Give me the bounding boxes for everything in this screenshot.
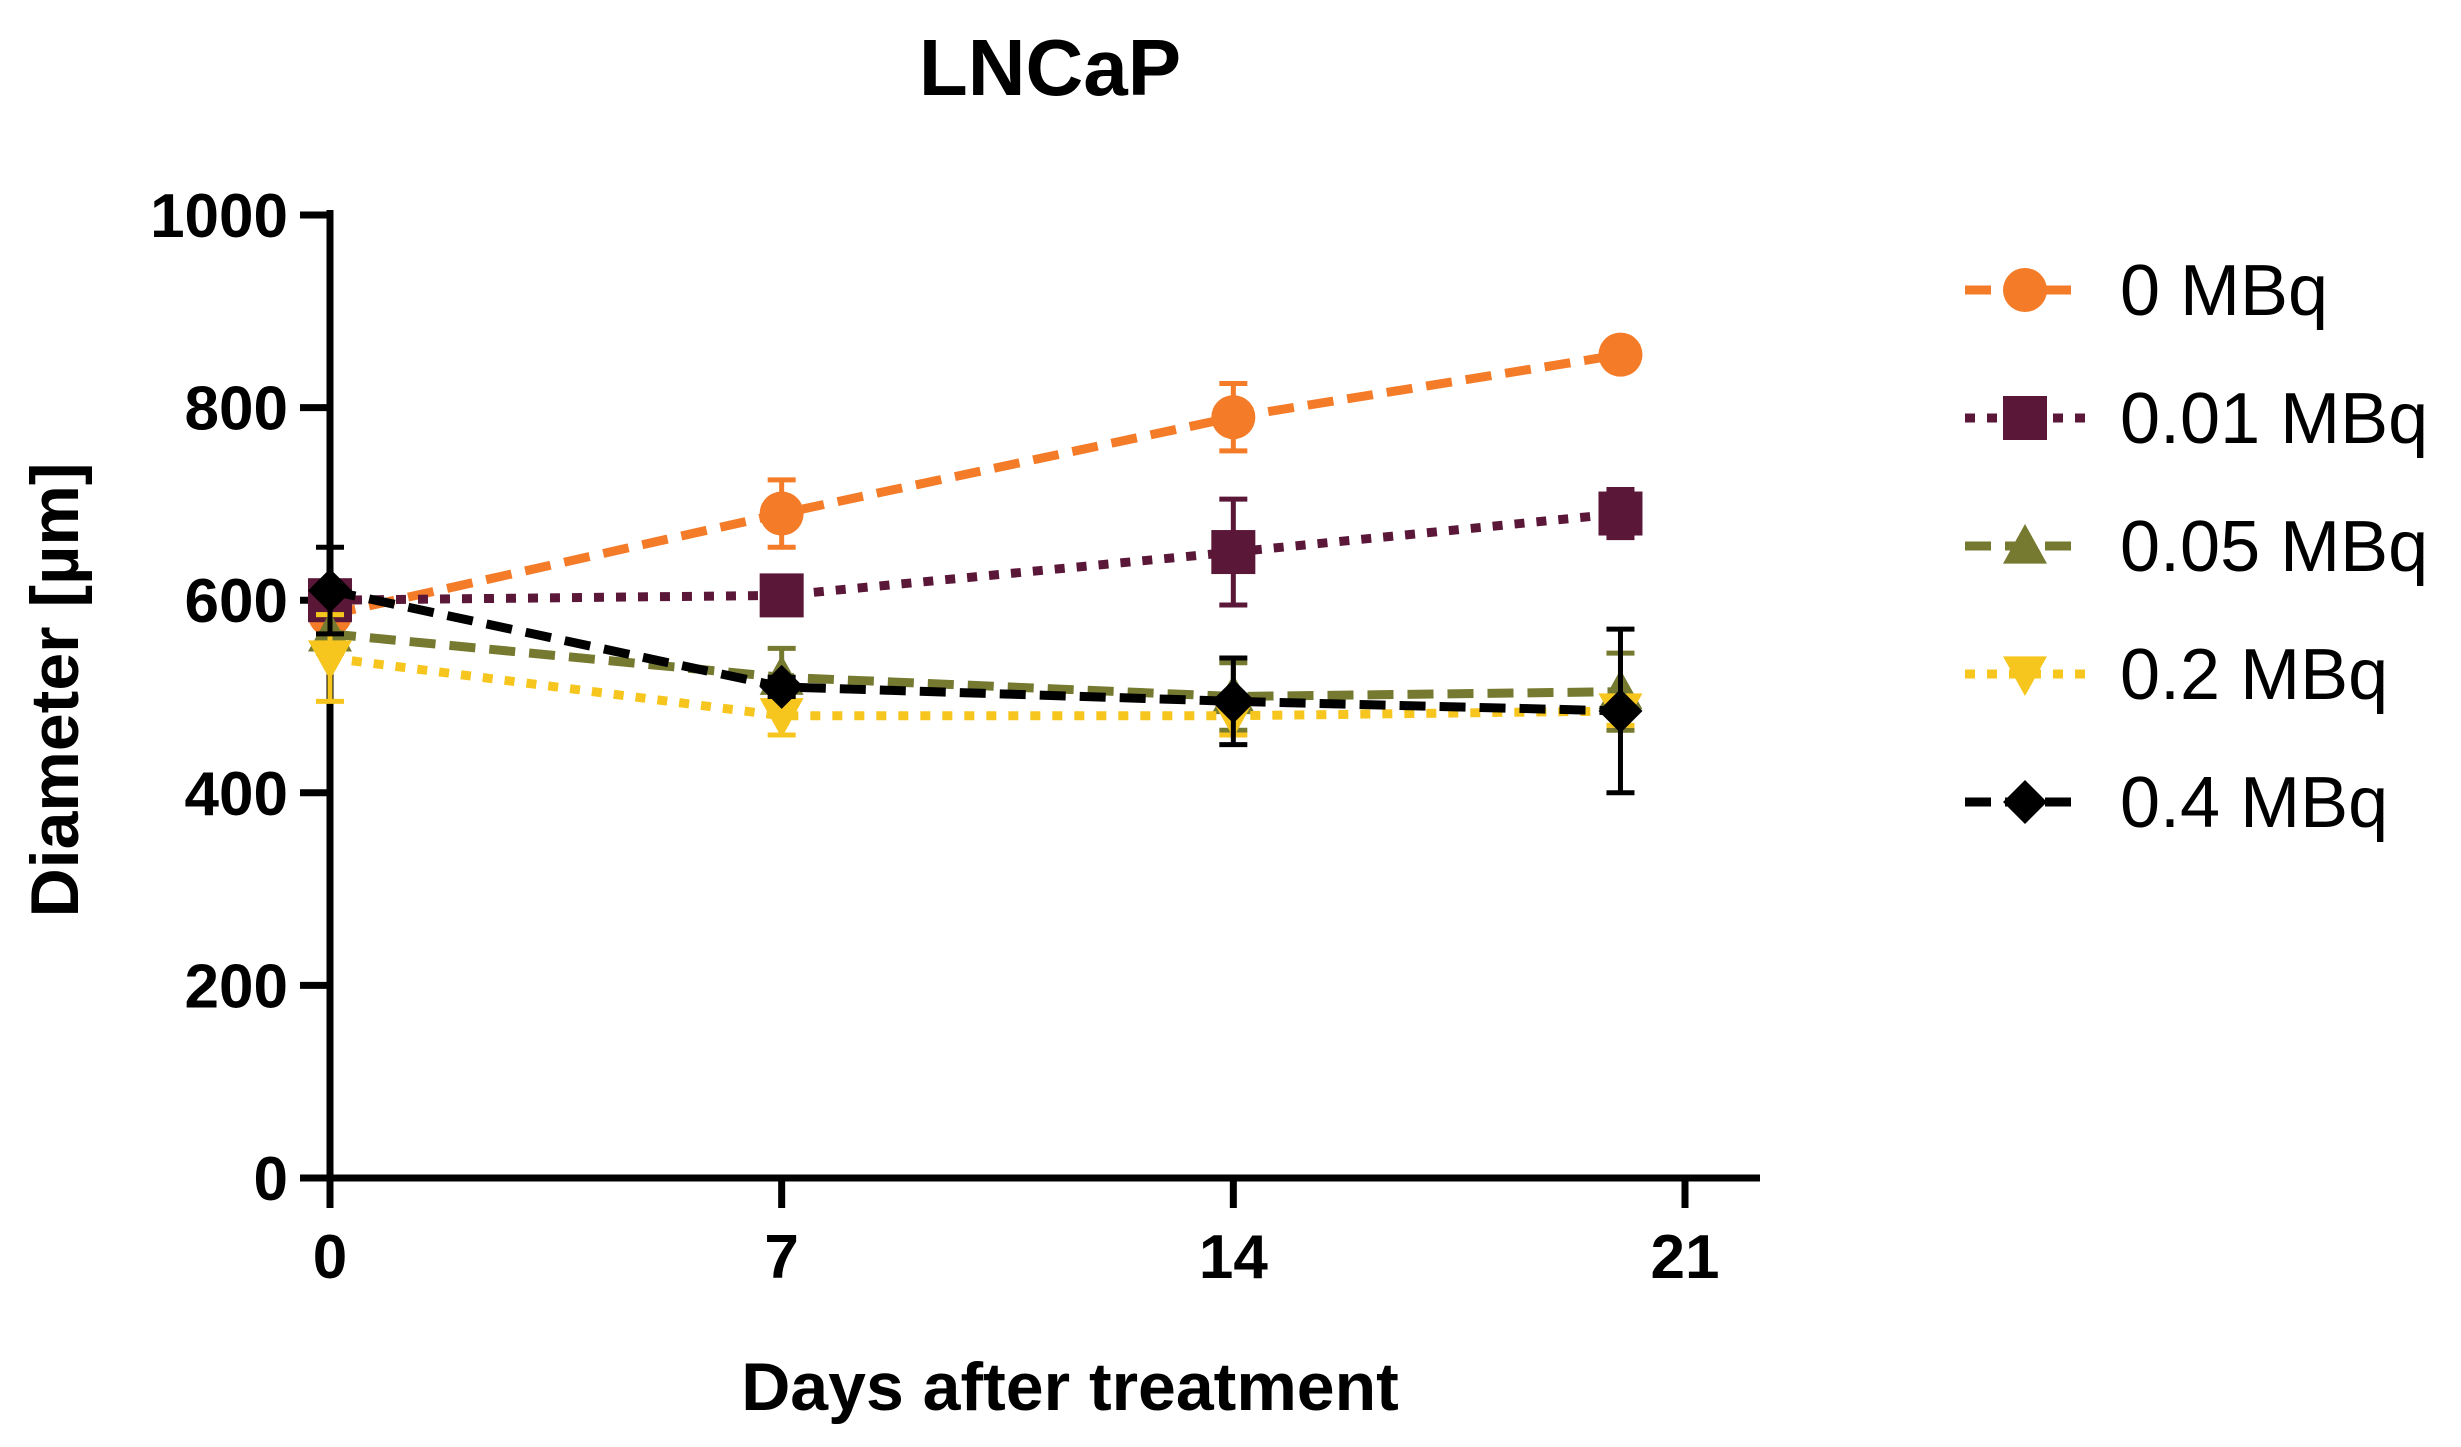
chart-title: LNCaP [919,23,1181,112]
data-point [1598,332,1643,377]
x-tick-label: 7 [764,1223,798,1292]
legend-label: 0.05 MBq [2120,507,2428,587]
data-point [1211,679,1256,724]
legend-item: 0.01 MBq [1965,379,2428,459]
x-tick-label: 0 [313,1223,347,1292]
series-line [329,586,1621,716]
x-tick-label: 21 [1651,1223,1720,1292]
legend-label: 0.4 MBq [2120,763,2388,843]
legend: 0 MBq 0.01 MBq 0.05 MBq 0.2 MBq 0.4 MBq [1965,251,2428,843]
y-tick-label: 200 [185,952,288,1021]
y-tick-label: 1000 [150,182,288,251]
legend-label: 0 MBq [2120,251,2328,331]
series-0-4-mbq [308,544,1643,796]
legend-marker [2003,396,2047,440]
y-tick-label: 800 [185,375,288,444]
legend-marker [2003,656,2047,696]
y-tick-label: 400 [185,760,288,829]
legend-item: 0.2 MBq [1965,635,2388,715]
data-point [759,698,804,738]
data-point [1211,530,1256,575]
y-tick-label: 0 [254,1145,288,1214]
series-line [329,653,1621,721]
x-tick-label: 14 [1199,1223,1268,1292]
series-line [329,509,1621,605]
x-axis-label: Days after treatment [741,1349,1399,1425]
y-tick-label: 600 [185,567,288,636]
series-line [329,629,1621,702]
legend-marker [2003,780,2047,824]
legend-item: 0.4 MBq [1965,763,2388,843]
legend-item: 0 MBq [1965,251,2328,331]
data-point [308,568,352,613]
data-point [759,573,804,618]
series-0-01-mbq [308,486,1643,623]
series-line [329,350,1622,620]
legend-marker [2003,268,2047,312]
legend-label: 0.01 MBq [2120,379,2428,459]
data-point [1598,491,1643,536]
legend-marker [2003,524,2047,564]
y-axis-label: Diameter [µm] [17,463,93,918]
legend-label: 0.2 MBq [2120,635,2388,715]
series-0-mbq [308,332,1643,642]
data-point [759,491,804,536]
legend-item: 0.05 MBq [1965,507,2428,587]
plot-area: 0 200 400 600 800 1000 0 7 14 21 [150,182,1760,1292]
data-point [759,664,804,709]
data-point [1598,688,1643,733]
data-point [1211,395,1256,440]
data-point [308,640,352,680]
